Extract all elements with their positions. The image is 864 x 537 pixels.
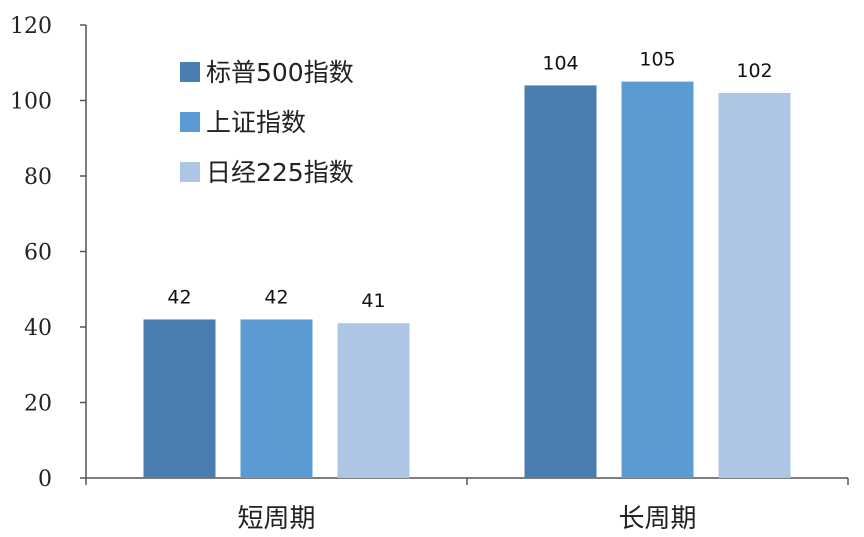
category-label: 长周期 bbox=[618, 504, 696, 534]
y-axis: 0 20 40 60 80 100 120 bbox=[10, 14, 87, 492]
y-tick-label: 20 bbox=[24, 392, 52, 417]
x-axis-ticks: 短周期 长周期 bbox=[85, 478, 849, 534]
bar bbox=[621, 81, 694, 478]
legend-swatch bbox=[180, 112, 200, 132]
legend-swatch bbox=[180, 62, 200, 82]
bar bbox=[240, 319, 313, 478]
legend-swatch bbox=[180, 162, 200, 182]
x-axis: 短周期 长周期 bbox=[85, 477, 849, 534]
data-label: 104 bbox=[542, 52, 578, 74]
bar bbox=[143, 319, 216, 478]
legend-label: 上证指数 bbox=[206, 108, 306, 137]
y-tick-label: 120 bbox=[10, 14, 52, 39]
category-label: 短周期 bbox=[237, 504, 315, 534]
data-labels: 42 42 41 104 105 102 bbox=[167, 49, 772, 313]
legend-label: 日经225指数 bbox=[206, 158, 354, 187]
legend-label: 标普500指数 bbox=[206, 58, 354, 87]
y-tick-label: 100 bbox=[10, 90, 52, 115]
data-label: 42 bbox=[167, 286, 191, 308]
data-label: 105 bbox=[639, 49, 675, 71]
y-tick-label: 60 bbox=[24, 241, 52, 266]
bar bbox=[524, 85, 597, 479]
data-label: 41 bbox=[361, 290, 385, 312]
bars bbox=[143, 81, 791, 479]
bar bbox=[337, 323, 410, 478]
bar bbox=[718, 92, 791, 478]
y-tick-label: 80 bbox=[24, 165, 52, 190]
data-label: 102 bbox=[736, 60, 772, 82]
data-label: 42 bbox=[264, 286, 288, 308]
y-tick-label: 0 bbox=[38, 467, 52, 492]
y-axis-ticks: 0 20 40 60 80 100 120 bbox=[10, 14, 86, 492]
y-tick-label: 40 bbox=[24, 316, 52, 341]
